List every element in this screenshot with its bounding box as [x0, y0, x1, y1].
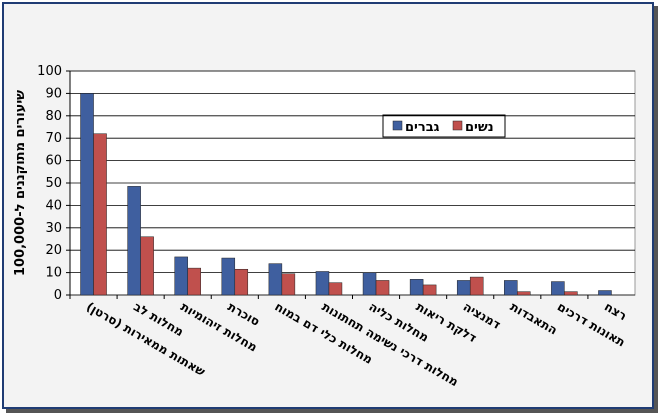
y-tick-label: 50	[45, 176, 62, 191]
y-tick-label: 80	[45, 109, 62, 124]
bar	[504, 280, 518, 296]
legend-swatch	[392, 120, 403, 131]
legend-box	[382, 114, 506, 138]
bar	[422, 284, 437, 296]
bar	[281, 273, 296, 296]
bar	[409, 279, 424, 296]
bar	[221, 257, 236, 296]
bar	[93, 133, 107, 296]
bar	[140, 236, 154, 296]
y-tick-label: 30	[45, 221, 62, 236]
bar	[328, 282, 343, 296]
legend-swatch	[452, 120, 463, 131]
y-tick-label: 40	[45, 198, 62, 213]
bar	[362, 272, 377, 296]
bar	[517, 291, 531, 296]
bar	[375, 280, 390, 296]
bar	[80, 93, 94, 296]
bar	[456, 280, 471, 296]
y-tick-label: 70	[45, 131, 62, 146]
x-tick-label: התאבדות	[508, 299, 560, 337]
bar	[234, 268, 249, 296]
legend-label: נשים	[465, 120, 494, 135]
legend	[382, 114, 506, 138]
x-tick-label: רצח	[602, 299, 629, 323]
y-tick-label: 0	[54, 288, 62, 303]
y-axis-label: שיעורים מתוקננים ל-100,000	[13, 90, 28, 276]
bar	[551, 281, 565, 296]
bar	[564, 291, 578, 296]
bar	[268, 263, 283, 296]
x-tick-label: סוכרת	[225, 299, 262, 328]
y-tick-label: 60	[45, 154, 62, 169]
bar	[174, 256, 188, 296]
y-tick-label: 100	[37, 64, 62, 79]
y-tick-label: 90	[45, 86, 62, 101]
legend-label: גברים	[405, 120, 440, 135]
bar	[187, 267, 201, 296]
bar	[127, 186, 141, 296]
bar	[315, 271, 330, 296]
y-tick-label: 10	[45, 266, 62, 281]
y-tick-label: 20	[45, 243, 62, 258]
bar	[469, 276, 484, 296]
bar	[598, 290, 612, 296]
